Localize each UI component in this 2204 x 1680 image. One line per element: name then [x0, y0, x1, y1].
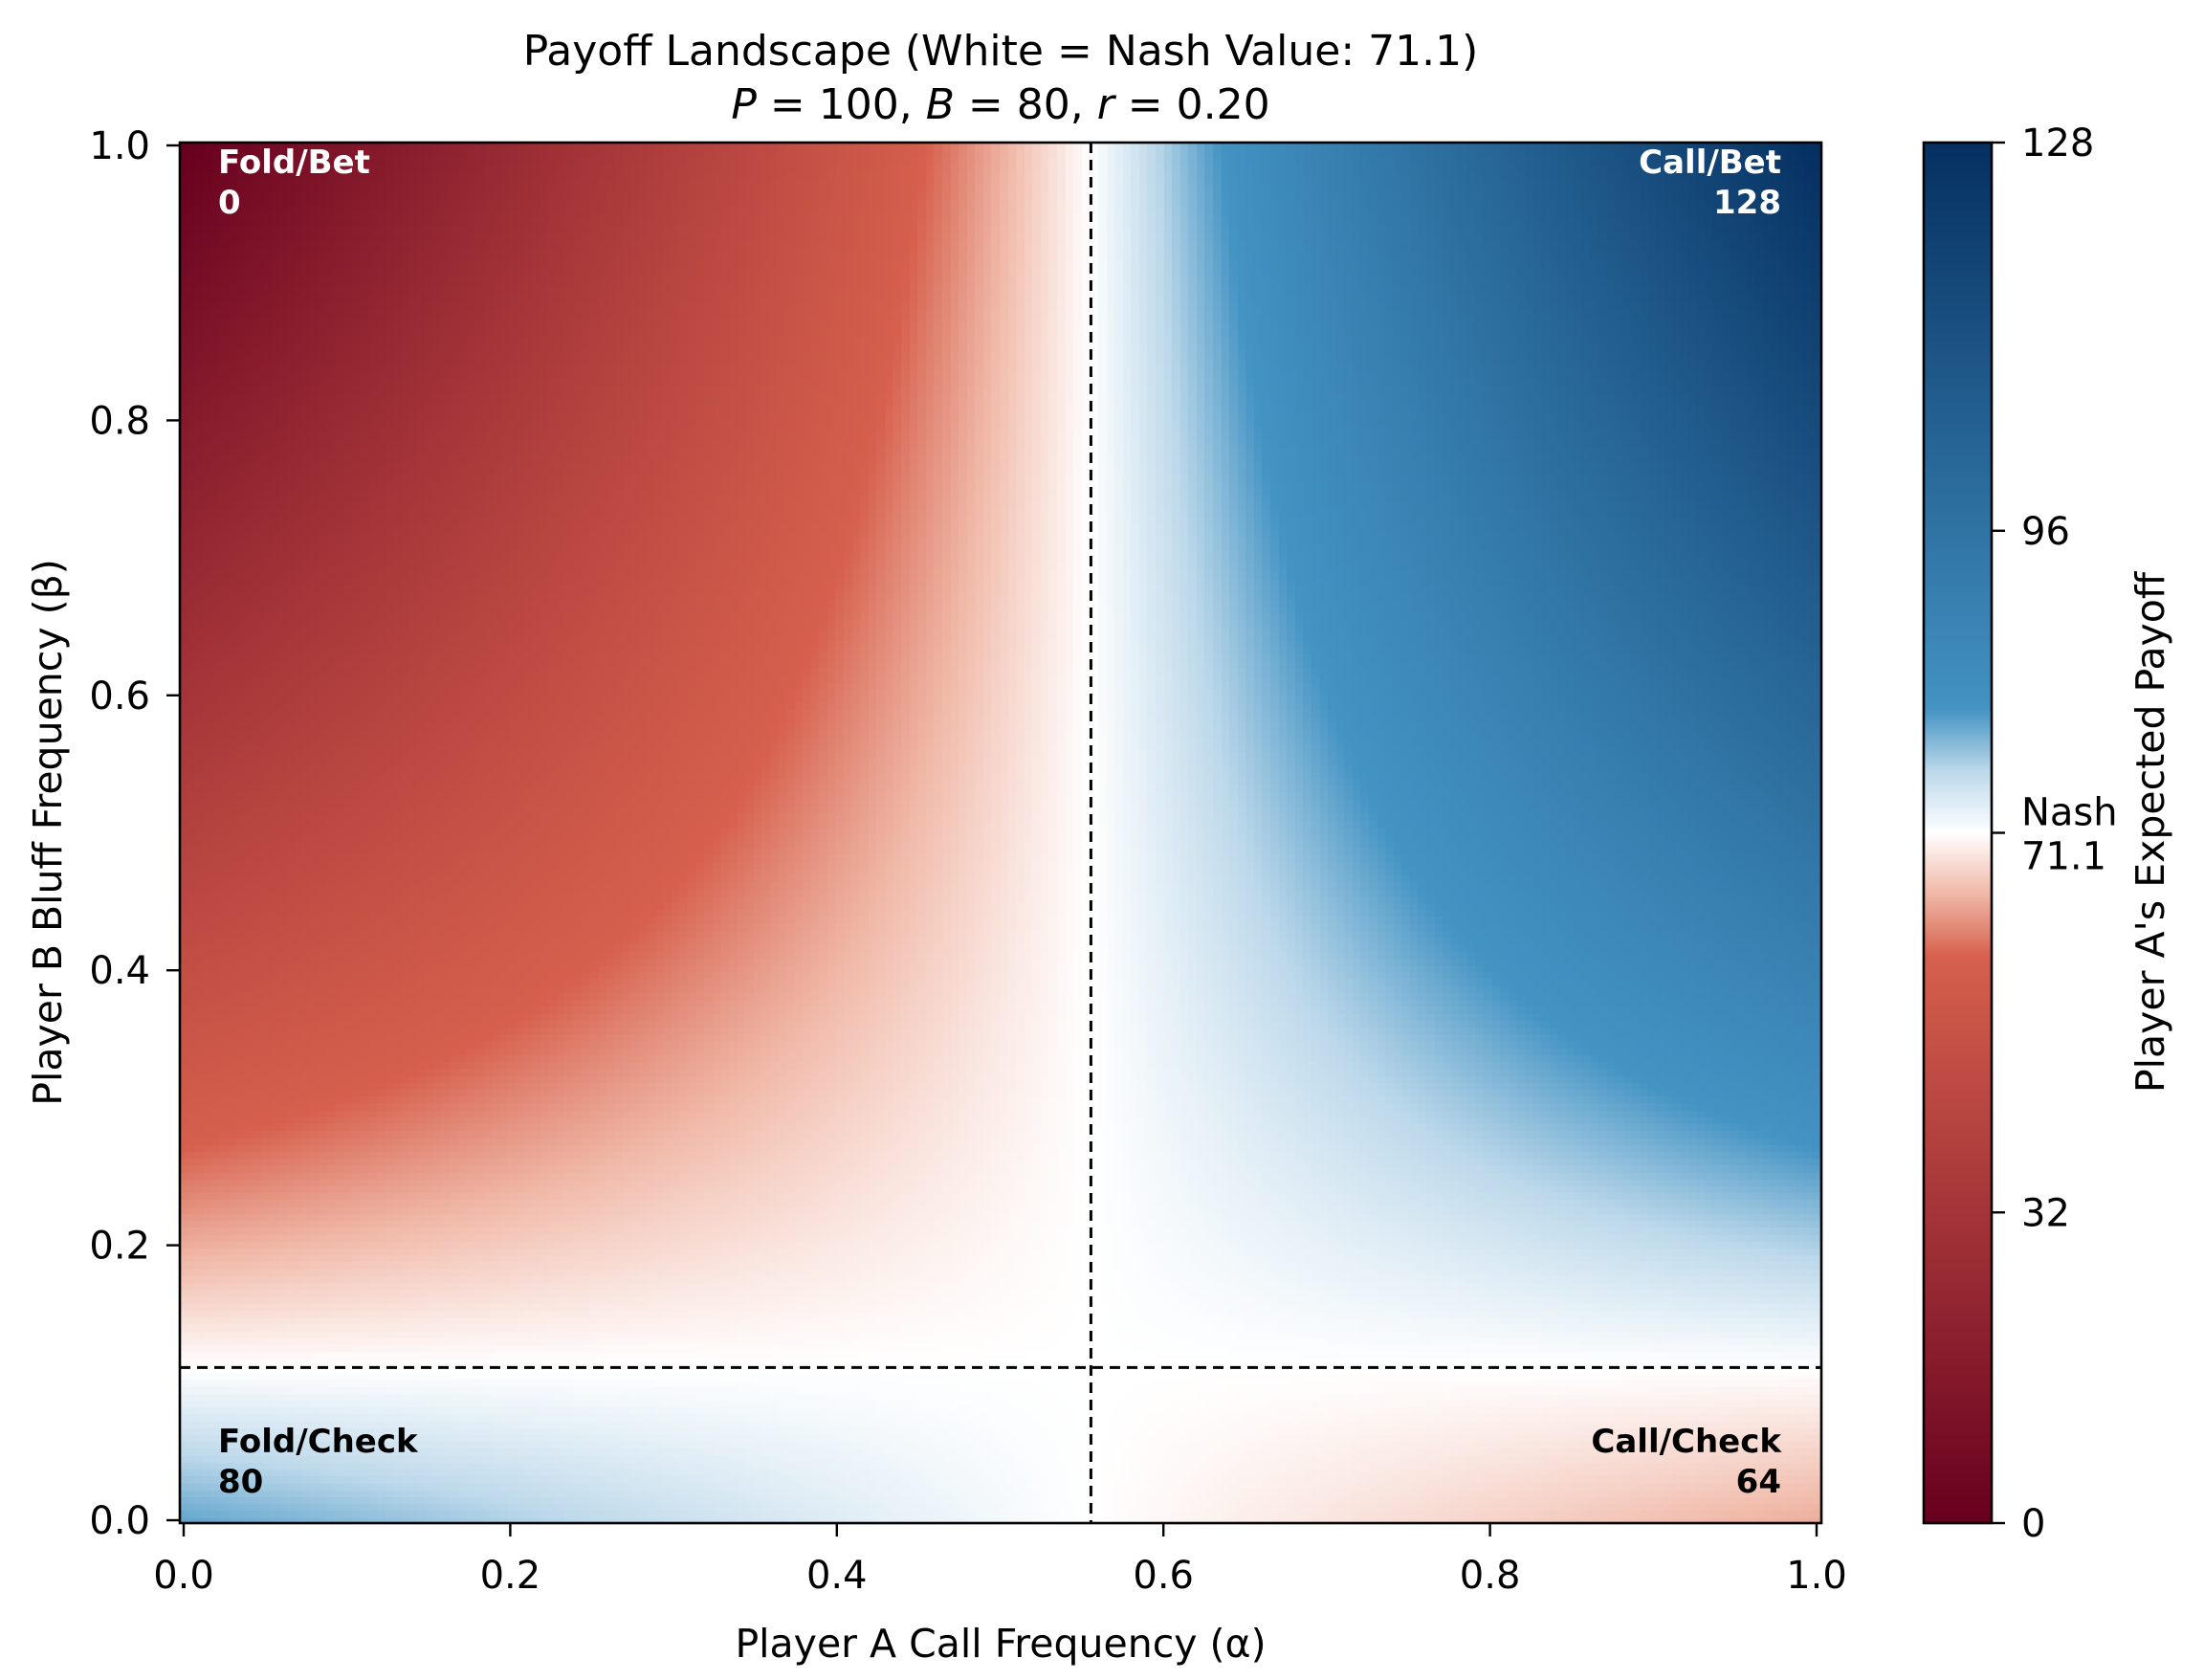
- y-tick-label: 0.4: [89, 949, 150, 993]
- x-tick-label: 0.2: [480, 1554, 541, 1598]
- x-tick-label: 1.0: [1786, 1554, 1847, 1598]
- x-axis-label: Player A Call Frequency (α): [735, 1621, 1266, 1667]
- corner-label-fold-bet: Fold/Bet: [218, 144, 370, 182]
- colorbar-tick-label: 128: [2021, 122, 2094, 166]
- corner-value-call-check: 64: [1736, 1463, 1781, 1501]
- y-axis-ticks: 0.0 0.2 0.4 0.6 0.8 1.0: [89, 124, 180, 1543]
- nash-reference-lines: [180, 143, 1821, 1523]
- x-tick-label: 0.0: [153, 1554, 214, 1598]
- y-tick-label: 0.0: [89, 1499, 150, 1543]
- y-tick-label: 0.8: [89, 399, 150, 443]
- y-tick-label: 0.2: [89, 1225, 150, 1269]
- chart-title: Payoff Landscape (White = Nash Value: 71…: [523, 27, 1479, 76]
- heatmap-image: [180, 143, 1821, 1523]
- y-tick-label: 0.6: [89, 674, 150, 718]
- colorbar-tick-label-nash: Nash: [2021, 791, 2118, 835]
- corner-value-fold-check: 80: [218, 1463, 263, 1501]
- colorbar-tick-label: 0: [2021, 1502, 2045, 1546]
- corner-label-fold-check: Fold/Check: [218, 1423, 419, 1461]
- subtitle-part: = 80,: [955, 80, 1097, 129]
- subtitle-part: = 0.20: [1114, 80, 1270, 129]
- x-axis-ticks: 0.0 0.2 0.4 0.6 0.8 1.0: [153, 1523, 1847, 1598]
- colorbar-tick-label: 32: [2021, 1191, 2070, 1235]
- subtitle-part: B: [926, 80, 955, 129]
- x-tick-label: 0.6: [1133, 1554, 1194, 1598]
- colorbar-gradient: [1924, 143, 1992, 1523]
- corner-value-fold-bet: 0: [218, 184, 241, 222]
- subtitle-part: P: [731, 80, 757, 129]
- x-tick-label: 0.4: [806, 1554, 868, 1598]
- y-axis-label: Player B Bluff Frequency (β): [25, 559, 71, 1106]
- corner-value-call-bet: 128: [1713, 184, 1781, 222]
- colorbar-tick-label: 96: [2021, 510, 2070, 554]
- subtitle-part: = 100,: [757, 80, 926, 129]
- corner-label-call-bet: Call/Bet: [1639, 144, 1781, 182]
- colorbar-tick-label-nash-value: 71.1: [2021, 835, 2106, 879]
- corner-label-call-check: Call/Check: [1591, 1423, 1782, 1461]
- subtitle-part: r: [1097, 80, 1117, 129]
- colorbar-label: Player A's Expected Payoff: [2127, 570, 2173, 1093]
- y-tick-label: 1.0: [89, 124, 150, 168]
- axes-frame: [178, 141, 1823, 1525]
- chart-subtitle: P = 100, B = 80, r = 0.20: [731, 80, 1269, 129]
- x-tick-label: 0.8: [1460, 1554, 1521, 1598]
